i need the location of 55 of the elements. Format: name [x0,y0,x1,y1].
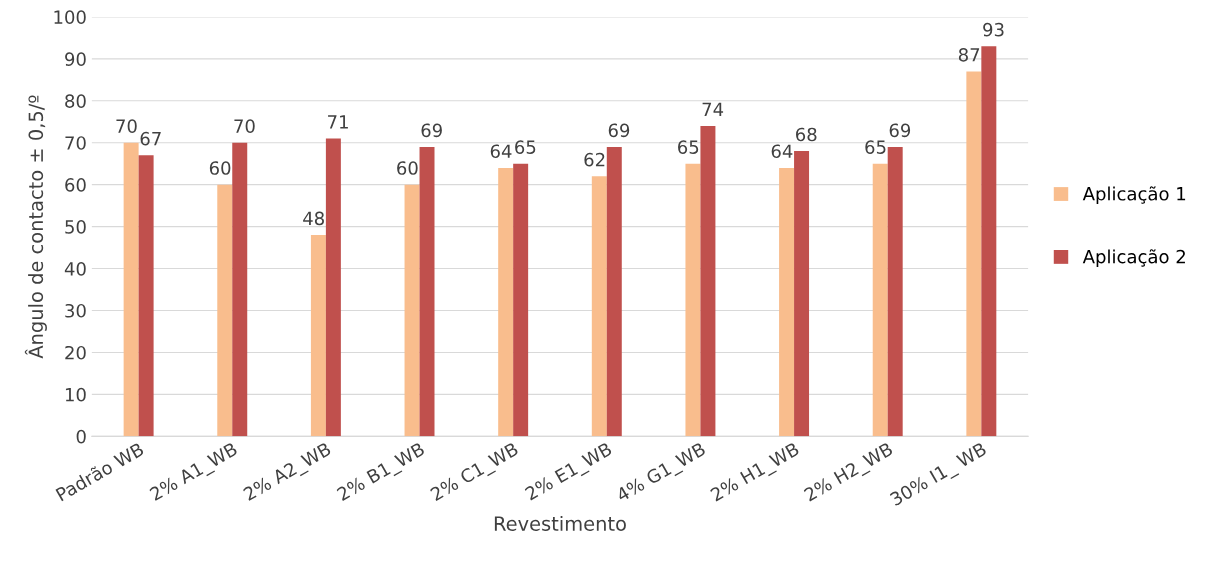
bar [779,167,795,437]
data-label: 48 [303,211,324,226]
data-label: 69 [608,123,630,138]
bar [872,163,888,437]
y-tick-label: 40 [64,262,86,276]
data-label: 62 [584,152,605,167]
bar [217,184,233,437]
legend-label: Aplicação 1 [1082,186,1186,205]
x-axis-title: Revestimento [494,515,626,531]
bar [404,184,420,437]
data-label: 60 [209,161,231,175]
bar [606,146,622,437]
data-label: 71 [328,115,348,129]
bar [419,146,435,437]
data-label: 74 [702,102,724,116]
data-label: 87 [958,47,980,62]
legend-label: Aplicação 2 [1082,249,1185,267]
data-label: 64 [771,144,793,159]
bar [123,142,139,437]
data-label: 69 [889,123,911,138]
y-tick-label: 90 [65,52,86,66]
bar [138,155,154,437]
data-label: 65 [515,140,536,154]
bar [310,235,326,437]
y-tick-label: 100 [54,10,86,25]
bar [685,163,701,437]
data-label: 70 [116,119,137,133]
y-tick-label: 80 [65,94,86,108]
y-tick-label: 50 [65,220,86,234]
y-tick-label: 70 [65,136,86,150]
y-axis-title: Ângulo de contacto ± 0,5/º [24,95,47,359]
data-label: 70 [234,119,255,133]
y-tick-label: 30 [65,303,86,318]
bar [966,71,982,437]
bar [887,146,903,437]
data-label: 68 [796,127,817,142]
y-tick-label: 20 [65,345,86,360]
bar [981,46,997,437]
data-label: 67 [140,131,161,146]
y-tick-label: 10 [65,387,86,402]
bar [591,176,607,437]
bar [513,163,529,437]
data-label: 65 [865,140,886,154]
bar [498,167,514,437]
y-tick-label: 0 [76,429,86,444]
bar [700,125,716,437]
y-tick-label: 60 [65,178,86,192]
data-label: 60 [397,161,418,175]
bar [325,138,341,437]
bar [794,151,810,437]
data-label: 69 [421,123,442,138]
bar [232,142,248,437]
data-label: 65 [678,140,699,154]
data-label: 93 [983,22,1004,37]
data-label: 64 [490,144,512,159]
